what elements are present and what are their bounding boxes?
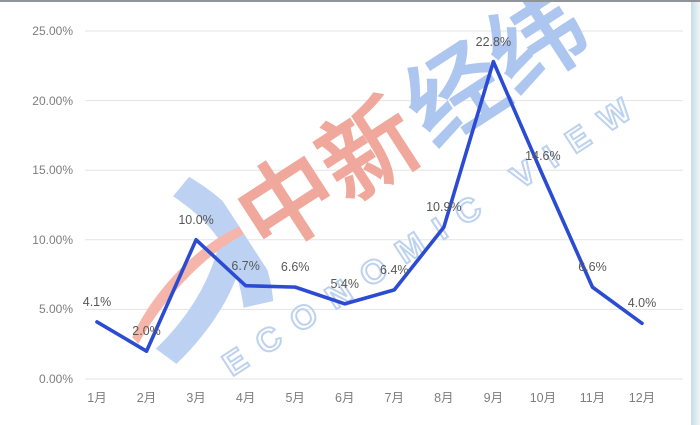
- data-line: [95, 59, 644, 353]
- right-edge-scroll-track[interactable]: [691, 0, 700, 425]
- window-top-border: [0, 0, 700, 2]
